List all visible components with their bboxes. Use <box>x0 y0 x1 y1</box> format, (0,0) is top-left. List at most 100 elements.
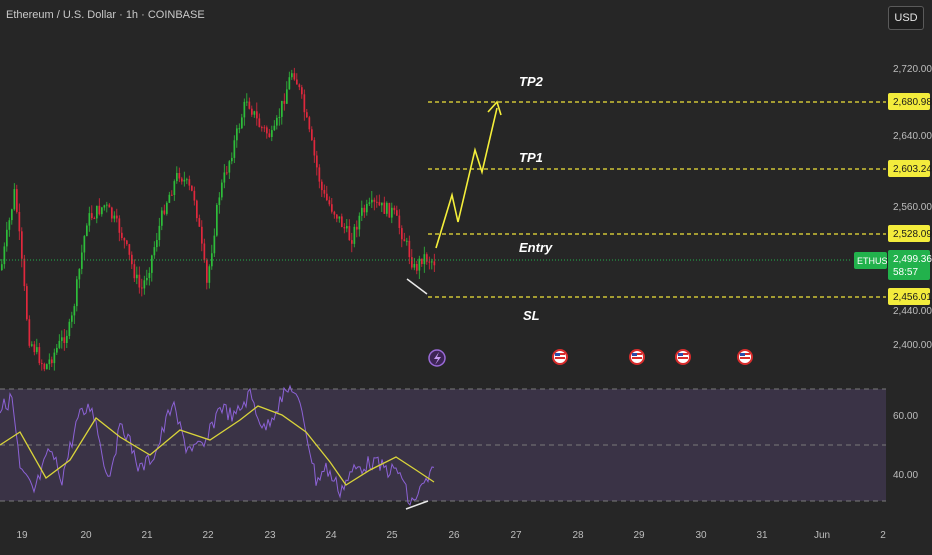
candle-body <box>208 266 211 283</box>
candle-body <box>303 94 306 113</box>
candle-body <box>188 179 191 186</box>
time-axis-label: 31 <box>756 530 768 541</box>
candle-body <box>381 202 383 206</box>
candle-body <box>43 363 46 370</box>
price-scale-label: 2,560.00 <box>893 202 932 213</box>
candle-body <box>361 207 363 216</box>
candle-body <box>313 140 316 156</box>
us-flag-event-icon[interactable] <box>552 349 568 365</box>
time-axis-label: 2 <box>880 530 886 541</box>
entry-annotation[interactable]: Entry <box>519 240 553 255</box>
candle-body <box>143 280 146 289</box>
candle-body <box>48 359 51 365</box>
candle-body <box>248 101 251 109</box>
candle-body <box>423 254 426 265</box>
candle-body <box>246 101 248 103</box>
candle-body <box>31 344 33 346</box>
candle-body <box>103 205 106 208</box>
tp2-price-badge[interactable]: 2,680.98 <box>888 93 932 110</box>
candle-body <box>243 101 246 118</box>
sl-price-badge[interactable]: 2,456.01 <box>888 288 932 305</box>
candle-body <box>396 210 398 216</box>
candle-body <box>418 258 421 271</box>
candle-body <box>328 200 331 205</box>
candle-body <box>181 178 183 182</box>
time-axis-label: 24 <box>325 530 337 541</box>
candle-body <box>333 211 336 215</box>
candle-body <box>411 257 413 268</box>
candle-body <box>256 111 258 119</box>
candle-body <box>66 335 68 343</box>
us-flag-event-icon[interactable] <box>629 349 645 365</box>
lightning-event-icon[interactable] <box>428 349 446 367</box>
time-axis[interactable]: 19 20 21 22 23 24 25 26 27 28 29 30 31 J… <box>16 530 886 541</box>
candle-body <box>111 207 113 219</box>
candle-body <box>6 229 8 247</box>
time-axis-label: 25 <box>386 530 398 541</box>
candle-body <box>98 205 101 215</box>
candle-body <box>276 117 278 126</box>
time-axis-label: 29 <box>633 530 645 541</box>
price-candles[interactable] <box>1 67 436 372</box>
time-axis-label: 22 <box>202 530 214 541</box>
candle-body <box>363 207 366 213</box>
candle-body <box>1 264 3 270</box>
candle-body <box>76 279 78 307</box>
candle-body <box>141 287 143 289</box>
time-axis-label: 19 <box>16 530 28 541</box>
time-axis-label: 21 <box>141 530 153 541</box>
candle-body <box>133 264 136 279</box>
entry-price-badge[interactable]: 2,528.09 <box>888 225 932 242</box>
currency-button[interactable]: USD <box>888 6 924 30</box>
svg-text:2,603.24: 2,603.24 <box>893 164 932 175</box>
candle-body <box>73 306 76 316</box>
symbol-tag[interactable]: ETHUSD <box>854 252 895 269</box>
candle-body <box>241 117 243 129</box>
candle-body <box>211 253 213 267</box>
candle-body <box>171 194 173 196</box>
candle-body <box>93 218 96 220</box>
svg-text:2,456.01: 2,456.01 <box>893 292 932 303</box>
price-divergence-line[interactable] <box>406 278 428 295</box>
time-axis-label: Jun <box>814 530 830 541</box>
candle-body <box>213 235 216 254</box>
candle-body <box>408 240 411 258</box>
candle-body <box>353 226 356 244</box>
sl-annotation[interactable]: SL <box>523 308 540 323</box>
tp1-price-badge[interactable]: 2,603.24 <box>888 160 932 177</box>
candle-body <box>101 207 103 215</box>
candle-body <box>236 128 238 141</box>
rsi-divergence-line[interactable] <box>405 500 429 510</box>
candle-body <box>223 172 226 183</box>
candle-body <box>261 127 263 129</box>
candle-body <box>428 261 431 263</box>
candle-body <box>13 189 16 210</box>
candle-body <box>331 204 333 212</box>
candle-body <box>306 112 308 118</box>
candle-body <box>401 228 403 240</box>
candle-body <box>18 212 21 232</box>
candle-body <box>183 179 186 182</box>
candle-body <box>413 264 416 268</box>
rsi-moving-average <box>0 405 435 486</box>
candle-body <box>36 347 38 353</box>
candle-body <box>416 264 418 271</box>
us-flag-event-icon[interactable] <box>737 349 753 365</box>
projection-arrow[interactable] <box>435 107 498 249</box>
time-axis-label: 28 <box>572 530 584 541</box>
candle-body <box>178 173 181 179</box>
candle-body <box>71 315 73 322</box>
candle-body <box>358 215 361 230</box>
candle-body <box>131 254 133 265</box>
candle-body <box>201 226 203 244</box>
current-price-badge[interactable]: 2,499.36 58:57 <box>888 250 932 280</box>
us-flag-event-icon[interactable] <box>675 349 691 365</box>
svg-text:2,680.98: 2,680.98 <box>893 97 932 108</box>
candle-body <box>293 73 296 80</box>
tp2-annotation[interactable]: TP2 <box>519 74 544 89</box>
candle-body <box>168 194 171 203</box>
candle-body <box>166 202 168 214</box>
tp1-annotation[interactable]: TP1 <box>519 150 543 165</box>
